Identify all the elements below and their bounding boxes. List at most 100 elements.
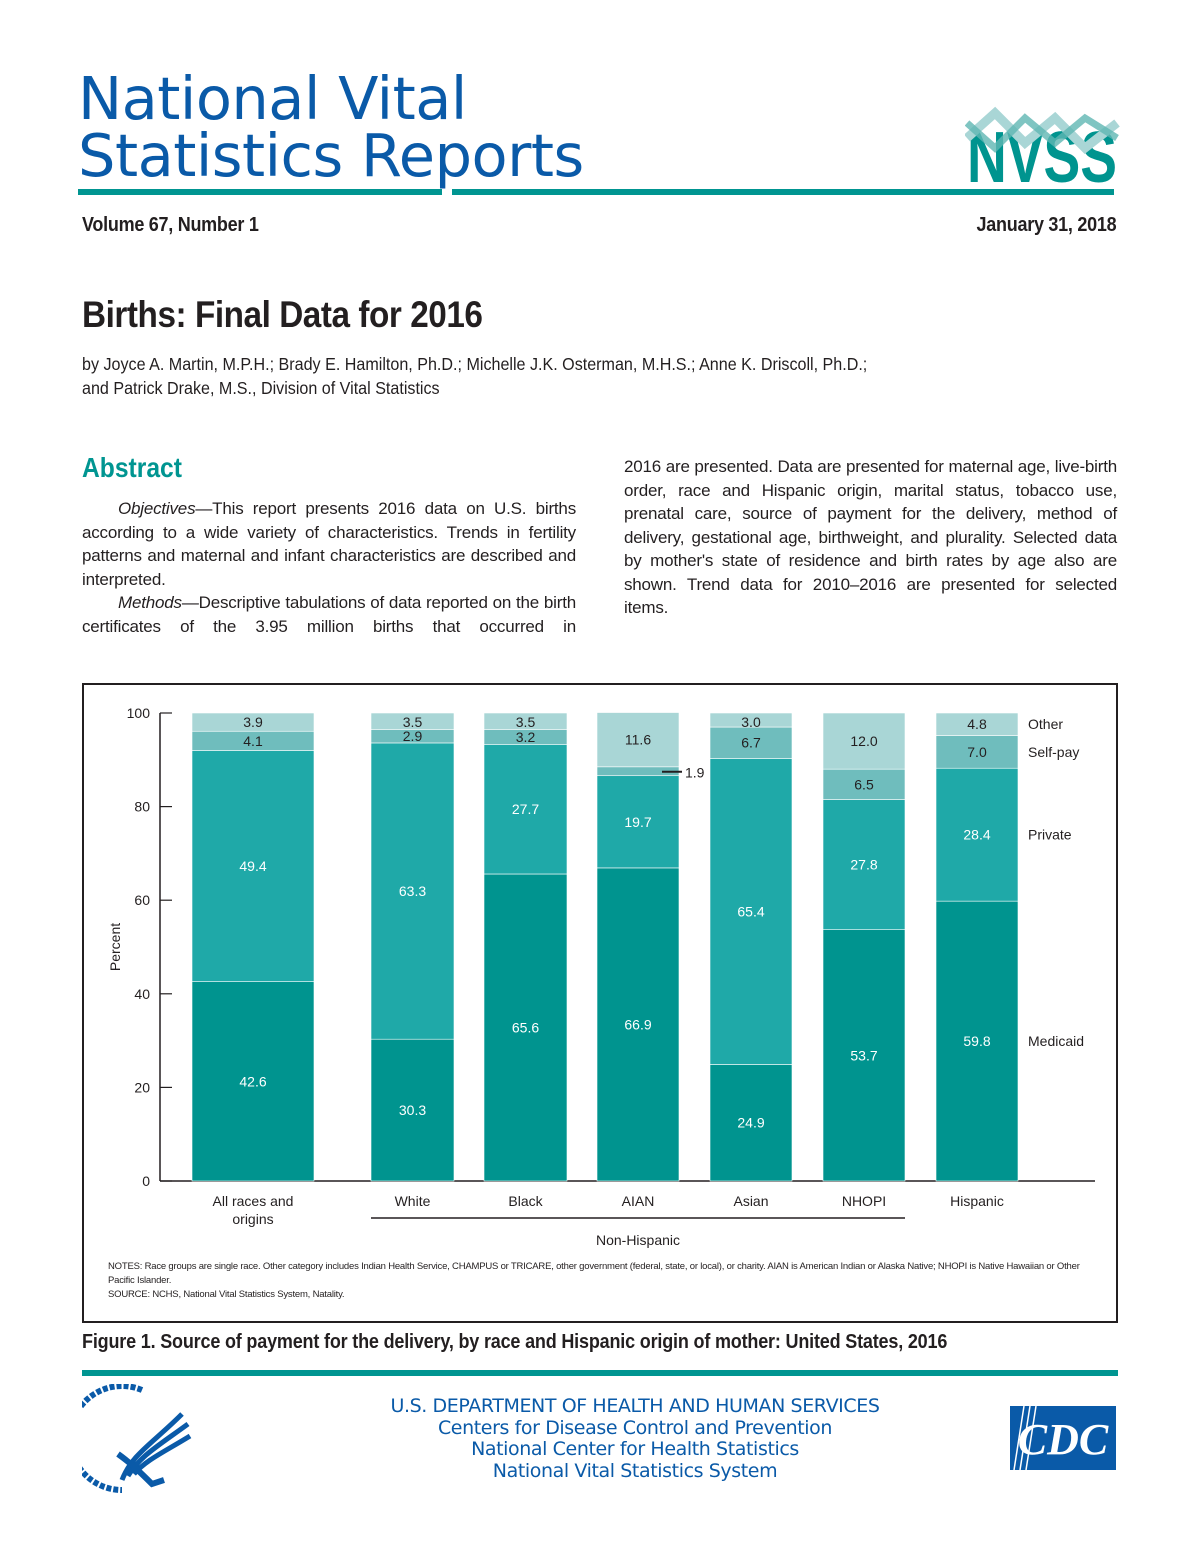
bar-segment-other	[822, 712, 906, 770]
objectives-paragraph: Objectives—This report presents 2016 dat…	[82, 497, 576, 591]
report-title: Births: Final Data for 2016	[82, 294, 483, 335]
abstract-heading: Abstract	[82, 452, 182, 483]
bar-segment-private	[483, 744, 568, 875]
group-label: Non-Hispanic	[596, 1232, 680, 1248]
legend-label-private: Private	[1028, 827, 1072, 843]
x-tick-label: NHOPI	[842, 1193, 886, 1209]
data-label: 59.8	[963, 1033, 990, 1049]
authors-line-2: and Patrick Drake, M.S., Division of Vit…	[82, 378, 440, 398]
abstract-column-left: Objectives—This report presents 2016 dat…	[82, 497, 576, 638]
authors-line-1: by Joyce A. Martin, M.P.H.; Brady E. Ham…	[82, 354, 868, 374]
header-rule	[452, 189, 1114, 195]
footer-agency-block: U.S. DEPARTMENT OF HEALTH AND HUMAN SERV…	[300, 1395, 970, 1482]
data-label: 4.8	[967, 716, 987, 732]
bar-segment-medicaid	[483, 873, 568, 1182]
data-label: 11.6	[625, 732, 651, 748]
data-label: 66.9	[624, 1016, 651, 1032]
nvss-logo: NVSS	[965, 106, 1120, 188]
hhs-name: U.S. DEPARTMENT OF HEALTH AND HUMAN SERV…	[390, 1395, 880, 1417]
bar-segment-self-pay	[709, 726, 793, 759]
y-tick-label: 40	[134, 986, 150, 1002]
source-text: SOURCE: NCHS, National Vital Statistics …	[108, 1289, 345, 1300]
y-tick-label: 60	[134, 892, 150, 908]
x-tick-label: Hispanic	[950, 1193, 1004, 1209]
data-label: 49.4	[239, 858, 266, 874]
bar-segment-other	[483, 712, 568, 730]
data-label: 30.3	[399, 1102, 426, 1118]
bar-segment-self-pay	[935, 735, 1019, 769]
data-label: 3.2	[516, 729, 536, 745]
methods-text: —Descriptive tabulations of data reporte…	[82, 593, 576, 636]
methods-paragraph: Methods—Descriptive tabulations of data …	[82, 591, 576, 638]
title-line-1: National Vital	[78, 64, 467, 133]
x-tick-label: Black	[508, 1193, 543, 1209]
data-label: 12.0	[850, 733, 877, 749]
notes-text: NOTES: Race groups are single race. Othe…	[108, 1261, 1080, 1286]
cdc-name: Centers for Disease Control and Preventi…	[437, 1416, 833, 1439]
methods-continued: 2016 are presented. Data are presented f…	[624, 457, 1117, 617]
objectives-text: —This report presents 2016 data on U.S. …	[82, 499, 576, 589]
bar-segment-other	[709, 712, 793, 728]
data-label: 53.7	[850, 1047, 877, 1063]
data-label: 19.7	[624, 814, 651, 830]
y-tick-label: 80	[134, 799, 150, 815]
x-tick-label: White	[395, 1193, 431, 1209]
data-label: 27.8	[850, 857, 877, 873]
volume-number: Volume 67, Number 1	[82, 214, 259, 236]
data-label: 3.0	[741, 714, 761, 730]
bar-segment-medicaid	[370, 1038, 455, 1182]
nvss-name: National Vital Statistics System	[492, 1459, 778, 1482]
bar-segment-other	[370, 712, 455, 730]
y-tick-label: 0	[142, 1173, 150, 1189]
data-label: 42.6	[239, 1073, 266, 1089]
y-axis-label: Percent	[107, 923, 123, 971]
bar-segment-other	[935, 712, 1019, 736]
data-label: 2.9	[403, 728, 423, 744]
bar-segment-other	[596, 712, 680, 768]
footer-rule	[82, 1370, 1118, 1376]
abstract-column-right: 2016 are presented. Data are presented f…	[624, 455, 1117, 620]
data-label: 3.5	[403, 714, 423, 730]
data-label: 3.9	[243, 714, 263, 730]
hhs-eagle-logo	[82, 1384, 192, 1493]
stacked-bar-chart: 0 20 40 60 80 100 Percent 42.6 49.4 4.1 3.9 All rac…	[107, 705, 1095, 1248]
bar-segment-medicaid	[822, 929, 906, 1182]
x-tick-label: AIAN	[622, 1193, 655, 1209]
publication-title: National Vital Statistics Reports	[78, 64, 584, 190]
publication-date: January 31, 2018	[976, 214, 1116, 236]
bar-segment-medicaid	[191, 981, 315, 1182]
header-rule	[78, 189, 442, 195]
x-tick-label: origins	[232, 1211, 273, 1227]
data-label: 7.0	[967, 744, 987, 760]
title-line-2: Statistics Reports	[78, 121, 584, 190]
figure-frame	[82, 683, 1118, 1323]
legend-label-medicaid: Medicaid	[1028, 1033, 1084, 1049]
cdc-logo-text: CDC	[1018, 1415, 1109, 1464]
data-label: 27.7	[512, 801, 539, 817]
bar-segment-private	[709, 758, 793, 1065]
methods-label: Methods	[118, 593, 182, 612]
bar-segment-private	[191, 750, 315, 982]
legend-label-other: Other	[1028, 716, 1063, 732]
chart-notes: NOTES: Race groups are single race. Othe…	[108, 1260, 1098, 1302]
bar-segment-self-pay	[822, 768, 906, 800]
data-label: 63.3	[399, 883, 426, 899]
data-label: 6.7	[741, 735, 761, 751]
y-tick-label: 20	[134, 1079, 150, 1095]
data-label: 1.9	[685, 764, 705, 780]
nchs-name: National Center for Health Statistics	[471, 1438, 799, 1460]
figure-caption: Figure 1. Source of payment for the deli…	[82, 1331, 948, 1353]
data-label: 4.1	[243, 733, 263, 749]
y-tick-label: 100	[127, 705, 151, 721]
data-label: 24.9	[737, 1115, 764, 1131]
bar-segment-private	[370, 742, 455, 1040]
authors: by Joyce A. Martin, M.P.H.; Brady E. Ham…	[82, 352, 965, 400]
bar-segment-medicaid	[709, 1064, 793, 1182]
data-label: 3.5	[516, 714, 536, 730]
x-tick-label: All races and	[213, 1193, 294, 1209]
cdc-logo: CDC	[1010, 1406, 1116, 1470]
bar-segment-private	[822, 799, 906, 930]
data-label: 65.6	[512, 1019, 539, 1035]
objectives-label: Objectives	[118, 499, 196, 518]
legend-label-self-pay: Self-pay	[1028, 744, 1079, 760]
